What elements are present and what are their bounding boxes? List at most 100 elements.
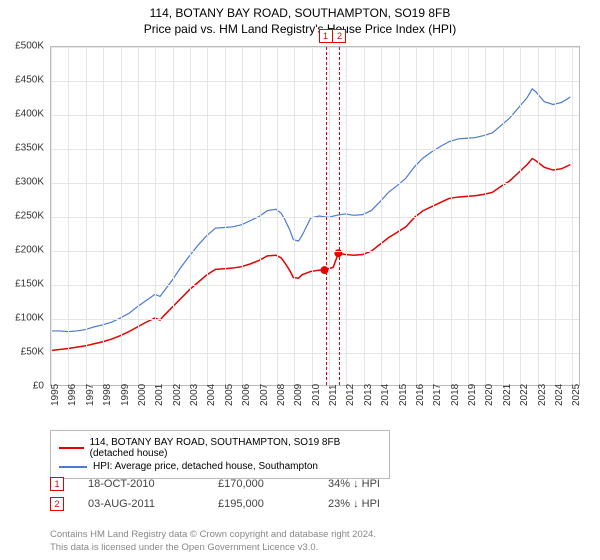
gridline-v — [121, 47, 122, 385]
transaction-price: £170,000 — [218, 478, 328, 490]
gridline-v — [538, 47, 539, 385]
gridline-v — [103, 47, 104, 385]
x-tick-label: 2009 — [293, 384, 304, 406]
gridline-v — [451, 47, 452, 385]
gridline-h — [51, 81, 579, 82]
x-tick-label: 2000 — [137, 384, 148, 406]
transaction-price: £195,000 — [218, 498, 328, 510]
gridline-v — [572, 47, 573, 385]
x-tick-label: 2010 — [311, 384, 322, 406]
gridline-v — [468, 47, 469, 385]
gridline-v — [312, 47, 313, 385]
x-tick-label: 2001 — [154, 384, 165, 406]
x-tick-label: 1997 — [85, 384, 96, 406]
y-tick-label: £450K — [15, 75, 44, 86]
gridline-v — [225, 47, 226, 385]
gridline-v — [86, 47, 87, 385]
gridline-v — [68, 47, 69, 385]
x-tick-label: 2011 — [328, 384, 339, 406]
transaction-marker-box: 2 — [332, 29, 346, 43]
y-tick-label: £200K — [15, 245, 44, 256]
legend: 114, BOTANY BAY ROAD, SOUTHAMPTON, SO19 … — [50, 430, 390, 479]
x-tick-label: 2022 — [519, 384, 530, 406]
gridline-v — [155, 47, 156, 385]
gridline-v — [520, 47, 521, 385]
gridline-v — [190, 47, 191, 385]
gridline-v — [173, 47, 174, 385]
transaction-delta: 34% ↓ HPI — [328, 478, 438, 490]
transaction-row-marker: 2 — [50, 497, 64, 511]
gridline-h — [51, 115, 579, 116]
y-tick-label: £400K — [15, 109, 44, 120]
x-tick-label: 2023 — [537, 384, 548, 406]
x-tick-label: 2004 — [206, 384, 217, 406]
y-tick-label: £50K — [21, 347, 44, 358]
gridline-v — [207, 47, 208, 385]
transaction-row: 118-OCT-2010£170,00034% ↓ HPI — [50, 474, 580, 494]
transaction-row: 2 03-AUG-2011£195,00023% ↓ HPI — [50, 494, 580, 514]
y-tick-label: £500K — [15, 41, 44, 52]
gridline-v — [242, 47, 243, 385]
gridline-v — [485, 47, 486, 385]
gridline-h — [51, 285, 579, 286]
gridline-v — [503, 47, 504, 385]
transaction-marker-line — [339, 47, 340, 385]
y-tick-label: £250K — [15, 211, 44, 222]
y-tick-label: £100K — [15, 313, 44, 324]
gridline-h — [51, 47, 579, 48]
gridline-v — [260, 47, 261, 385]
x-tick-label: 2008 — [276, 384, 287, 406]
y-axis: £0£50K£100K£150K£200K£250K£300K£350K£400… — [0, 46, 48, 386]
footer-line-1: Contains HM Land Registry data © Crown c… — [50, 529, 376, 541]
x-tick-label: 1996 — [67, 384, 78, 406]
x-tick-label: 2018 — [450, 384, 461, 406]
gridline-v — [294, 47, 295, 385]
gridline-v — [555, 47, 556, 385]
gridline-v — [399, 47, 400, 385]
x-tick-label: 2014 — [380, 384, 391, 406]
gridline-h — [51, 217, 579, 218]
gridline-v — [364, 47, 365, 385]
gridline-h — [51, 251, 579, 252]
chart-container: 114, BOTANY BAY ROAD, SOUTHAMPTON, SO19 … — [0, 0, 600, 560]
y-tick-label: £300K — [15, 177, 44, 188]
x-tick-label: 2006 — [241, 384, 252, 406]
gridline-v — [346, 47, 347, 385]
x-tick-label: 2021 — [502, 384, 513, 406]
x-tick-label: 2017 — [432, 384, 443, 406]
x-tick-label: 2012 — [345, 384, 356, 406]
gridline-v — [329, 47, 330, 385]
legend-row: HPI: Average price, detached house, Sout… — [59, 460, 381, 473]
x-tick-label: 2019 — [467, 384, 478, 406]
x-tick-label: 1995 — [50, 384, 61, 406]
y-tick-label: £150K — [15, 279, 44, 290]
footer-line-2: This data is licensed under the Open Gov… — [50, 542, 376, 554]
legend-swatch — [59, 447, 84, 449]
y-tick-label: £350K — [15, 143, 44, 154]
legend-row: 114, BOTANY BAY ROAD, SOUTHAMPTON, SO19 … — [59, 436, 381, 460]
x-tick-label: 2013 — [363, 384, 374, 406]
x-axis: 1995199619971998199920002001200220032004… — [50, 388, 580, 428]
x-tick-label: 2020 — [484, 384, 495, 406]
x-tick-label: 2003 — [189, 384, 200, 406]
plot-area: 12 — [50, 46, 580, 386]
footer-attribution: Contains HM Land Registry data © Crown c… — [50, 529, 376, 554]
x-tick-label: 2016 — [415, 384, 426, 406]
x-tick-label: 2025 — [571, 384, 582, 406]
x-tick-label: 2002 — [172, 384, 183, 406]
gridline-h — [51, 319, 579, 320]
gridline-h — [51, 183, 579, 184]
transaction-date: 03-AUG-2011 — [88, 498, 218, 510]
chart-subtitle: Price paid vs. HM Land Registry's House … — [0, 20, 600, 36]
gridline-v — [381, 47, 382, 385]
x-tick-label: 2005 — [224, 384, 235, 406]
transaction-marker-box: 1 — [319, 29, 333, 43]
gridline-h — [51, 353, 579, 354]
gridline-v — [416, 47, 417, 385]
transaction-table: 118-OCT-2010£170,00034% ↓ HPI 2 03-AUG-201… — [50, 474, 580, 514]
gridline-h — [51, 149, 579, 150]
x-tick-label: 2007 — [259, 384, 270, 406]
transaction-delta: 23% ↓ HPI — [328, 498, 438, 510]
gridline-v — [51, 47, 52, 385]
x-tick-label: 2024 — [554, 384, 565, 406]
